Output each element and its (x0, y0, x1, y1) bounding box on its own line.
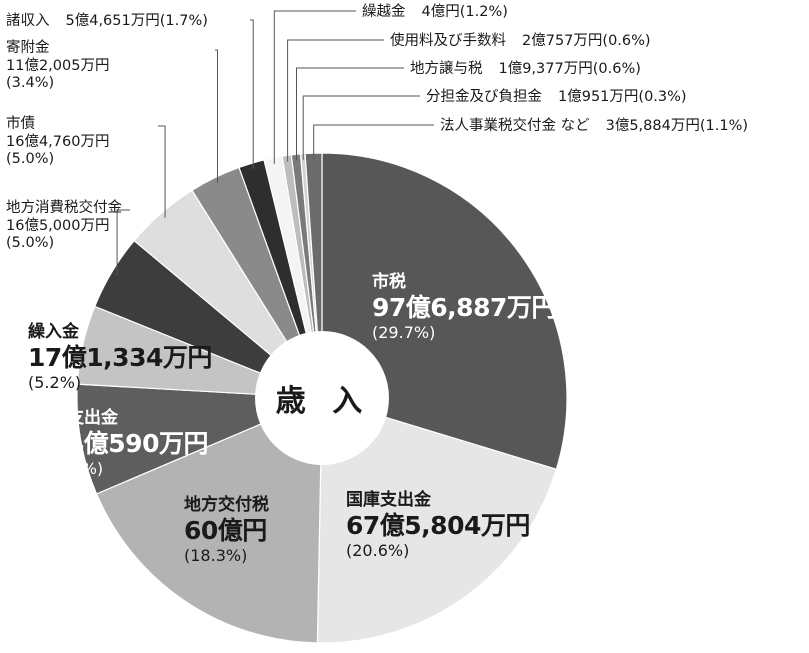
leader-line (158, 125, 166, 218)
label-amount: 2億757万円 (522, 33, 603, 49)
leader-line (273, 10, 356, 164)
label-amount: 11億2,005万円 (6, 57, 110, 74)
label-name: 分担金及び負担金 (426, 89, 542, 105)
label-amount: 5億4,651万円 (65, 13, 160, 29)
label-percent: (0.6%) (592, 61, 641, 77)
leader-lines (116, 10, 434, 275)
label-percent: (5.2%) (28, 373, 82, 393)
label-amount: 1億9,377万円 (498, 61, 593, 77)
label-percent: (7.3%) (50, 459, 104, 479)
label-name: 地方交付税 (184, 495, 269, 515)
label-name: 地方譲与税 (410, 61, 483, 77)
label-amount: 16億4,760万円 (6, 133, 110, 150)
label-amount: 97億6,887万円 (372, 292, 556, 322)
label-amount: 1億951万円 (558, 89, 639, 105)
label-shisai: 市債 16億4,760万円 (5.0%) (6, 116, 109, 169)
label-percent: (0.6%) (602, 33, 651, 49)
label-percent: (3.4%) (6, 75, 55, 92)
label-amount: 67億5,804万円 (346, 510, 530, 540)
label-percent: (18.3%) (184, 546, 248, 566)
label-percent: (0.3%) (638, 89, 687, 105)
label-name: 国庫支出金 (346, 490, 431, 510)
label-amount: 17億1,334万円 (28, 342, 212, 372)
label-name: 市債 (6, 116, 35, 132)
label-chiho-shohizei-kofukin: 地方消費税交付金 16億5,000万円 (5.0%) (6, 200, 122, 253)
label-name: 繰越金 (362, 4, 406, 20)
center-label: 歳 入 (275, 384, 371, 419)
label-name: 市税 (372, 272, 406, 292)
label-name: 地方消費税交付金 (6, 200, 122, 216)
label-percent: (5.0%) (6, 235, 55, 252)
label-percent: (20.6%) (346, 541, 410, 561)
label-chiho-jouyozei: 地方譲与税 1億9,377万円(0.6%) (410, 58, 641, 79)
label-kokko-shishutsukin: 国庫支出金 67億5,804万円 (20.6%) (346, 490, 530, 561)
label-percent: (1.1%) (699, 118, 749, 134)
label-percent: (1.2%) (459, 4, 508, 20)
leader-line (302, 95, 420, 160)
pie-slice (316, 397, 558, 644)
label-name: 諸収入 (6, 13, 50, 29)
label-hojin-jigyozei-kofukin: 法人事業税交付金 など 3億5,884万円(1.1%) (440, 115, 748, 136)
label-shiyoryo-tesuryo: 使用料及び手数料 2億757万円(0.6%) (390, 30, 651, 51)
label-kifukin: 寄附金 11億2,005万円 (3.4%) (6, 40, 109, 93)
label-amount: 3億5,884万円 (605, 118, 700, 134)
center-hole (255, 331, 389, 465)
label-amount: 24億590万円 (50, 428, 208, 458)
label-ken-shishutsukin: 県支出金 24億590万円 (7.3%) (50, 408, 208, 479)
label-name: 使用料及び手数料 (390, 33, 506, 49)
label-percent: (1.7%) (159, 13, 208, 29)
label-amount: 16億5,000万円 (6, 217, 110, 234)
leader-line (250, 19, 254, 170)
label-amount: 60億円 (184, 515, 267, 545)
label-amount: 4億円 (421, 4, 460, 20)
label-name: 法人事業税交付金 など (440, 118, 590, 134)
leader-line (215, 49, 218, 183)
label-shoshunyu: 諸収入 5億4,651万円(1.7%) (6, 10, 208, 31)
leader-line (313, 124, 434, 160)
leader-line (287, 39, 384, 162)
leader-line (296, 67, 404, 161)
label-name: 県支出金 (50, 408, 118, 428)
label-chiho-kofuzei: 地方交付税 60億円 (18.3%) (184, 495, 269, 566)
pie-slice (95, 397, 323, 644)
label-percent: (5.0%) (6, 151, 55, 168)
label-shizei: 市税 97億6,887万円 (29.7%) (372, 272, 556, 343)
label-kurinyukin: 繰入金 17億1,334万円 (5.2%) (28, 322, 212, 393)
label-percent: (29.7%) (372, 323, 436, 343)
label-name: 繰入金 (28, 322, 79, 342)
label-name: 寄附金 (6, 40, 50, 56)
label-buntankin-futankin: 分担金及び負担金 1億951万円(0.3%) (426, 86, 687, 107)
leader-line (116, 209, 130, 275)
label-kurikoshikin: 繰越金 4億円(1.2%) (362, 1, 508, 22)
